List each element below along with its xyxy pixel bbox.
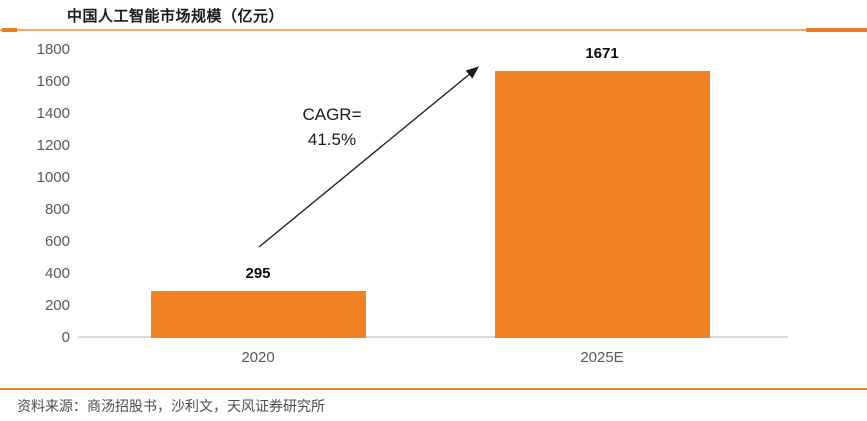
bar-2020 (150, 291, 366, 338)
source-note: 资料来源：商汤招股书，沙利文，天风证券研究所 (17, 398, 325, 414)
top-divider-line (0, 29, 867, 31)
x-tick-label: 2025E (580, 349, 624, 366)
chart-title: 中国人工智能市场规模（亿元） (67, 8, 285, 25)
footer-divider-line (0, 388, 867, 390)
y-tick-label: 800 (44, 201, 70, 218)
y-axis: 0 200 400 600 800 1000 1200 1400 1600 1800 (0, 0, 72, 360)
y-tick-label: 1600 (36, 73, 70, 90)
y-tick-label: 1800 (36, 41, 70, 58)
x-axis-line (78, 336, 788, 338)
y-tick-label: 200 (44, 297, 70, 314)
cagr-annotation-line2: 41.5% (307, 130, 357, 149)
cagr-annotation: CAGR= 41.5% (288, 102, 376, 152)
y-tick-label: 1200 (36, 137, 70, 154)
bar-2025E (494, 71, 710, 338)
y-tick-label: 400 (44, 265, 70, 282)
y-tick-label: 600 (44, 233, 70, 250)
top-divider-right-accent (806, 28, 867, 32)
x-tick-label: 2020 (241, 349, 275, 366)
cagr-annotation-line1: CAGR= (302, 105, 362, 124)
top-divider-left-accent (2, 28, 17, 32)
y-tick-label: 0 (61, 329, 70, 346)
y-tick-label: 1000 (36, 169, 70, 186)
bar-value-label: 1671 (585, 45, 619, 62)
bar-value-label: 295 (245, 265, 271, 282)
y-tick-label: 1400 (36, 105, 70, 122)
